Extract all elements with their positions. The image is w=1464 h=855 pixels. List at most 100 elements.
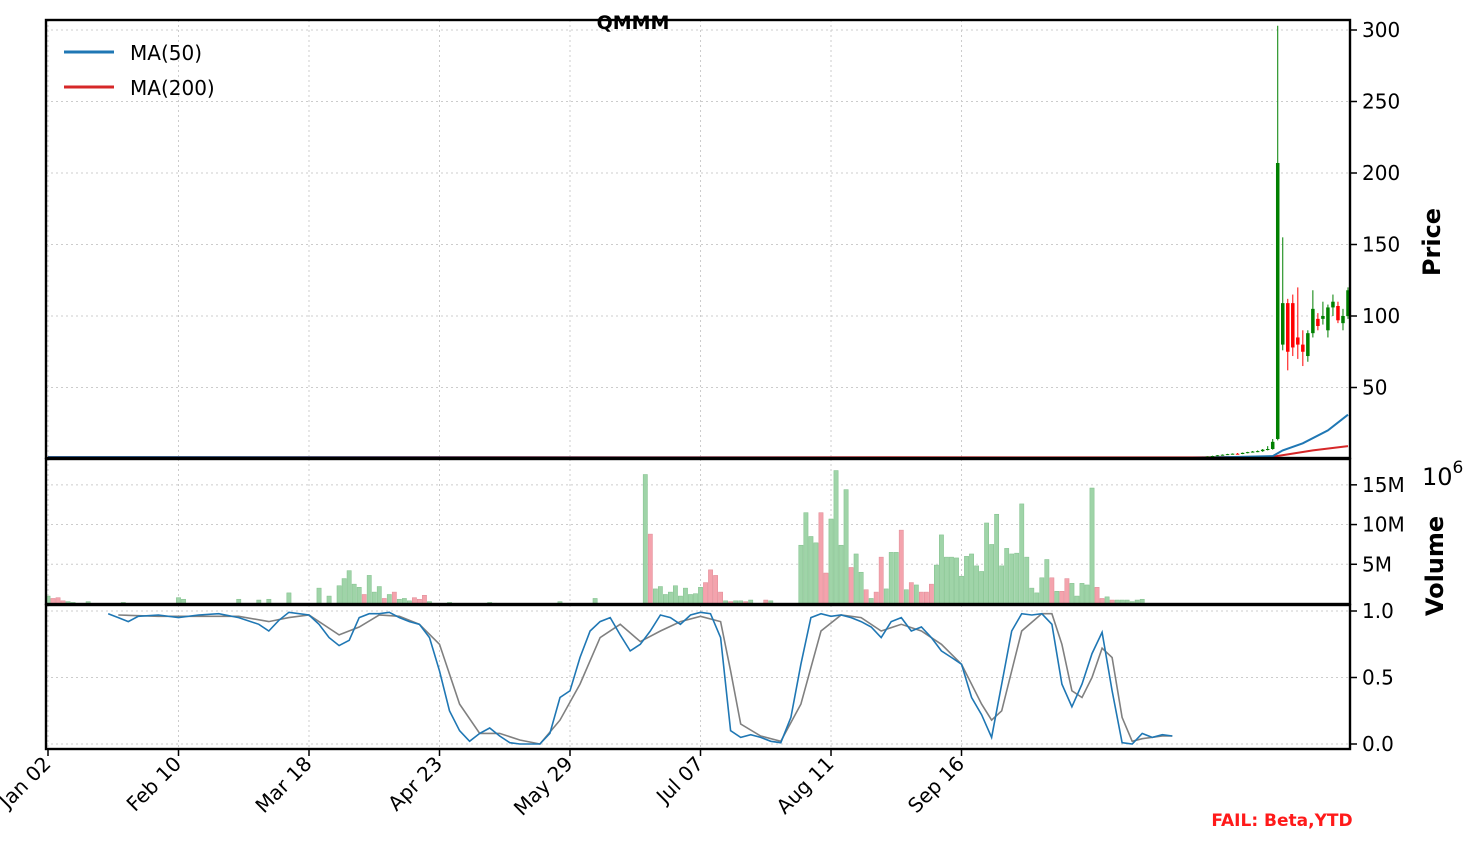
volume-bar bbox=[858, 571, 864, 605]
volume-bar bbox=[346, 570, 352, 605]
volume-axis-label: Volume bbox=[1421, 516, 1449, 616]
candle-body bbox=[1245, 452, 1250, 454]
legend: MA(50) MA(200) bbox=[64, 41, 215, 100]
x-tick-label: Jul 07 bbox=[650, 752, 708, 810]
candle-body bbox=[1336, 305, 1340, 321]
candle-body bbox=[1220, 454, 1225, 456]
candle-body bbox=[1250, 451, 1255, 453]
volume-bar bbox=[1034, 592, 1040, 605]
x-tick-label: Sep 16 bbox=[903, 752, 969, 818]
volume-bar bbox=[823, 572, 829, 605]
candle-body bbox=[1341, 316, 1345, 324]
candle-body bbox=[1240, 452, 1245, 454]
stoch-tick-label: 1.0 bbox=[1362, 599, 1394, 623]
volume-bar bbox=[934, 564, 939, 605]
price-marks bbox=[47, 25, 1350, 460]
candle-body bbox=[1286, 303, 1290, 352]
candle-body bbox=[1346, 290, 1350, 316]
volume-bar bbox=[688, 594, 693, 605]
volume-marks bbox=[45, 470, 1145, 605]
volume-bar bbox=[918, 591, 924, 605]
volume-bar bbox=[923, 591, 929, 605]
volume-bar bbox=[843, 489, 849, 605]
volume-bar bbox=[422, 595, 427, 605]
x-tick-label: Jan 02 bbox=[0, 752, 56, 815]
volume-bar bbox=[1039, 577, 1045, 605]
volume-bar bbox=[662, 594, 668, 605]
volume-bar bbox=[944, 556, 949, 605]
volume-bar bbox=[673, 585, 678, 605]
volume-bar bbox=[984, 522, 989, 605]
volume-bar bbox=[929, 583, 934, 605]
volume-bar bbox=[1079, 583, 1085, 605]
price-tick-label: 150 bbox=[1362, 233, 1400, 257]
stoch-tick-label: 0.0 bbox=[1362, 732, 1394, 756]
volume-bar bbox=[974, 565, 979, 605]
volume-bar bbox=[657, 586, 663, 605]
volume-bar bbox=[366, 575, 372, 605]
legend-ma50-label: MA(50) bbox=[130, 41, 202, 65]
volume-bar bbox=[818, 512, 824, 605]
candle-body bbox=[1210, 455, 1215, 457]
volume-bar bbox=[356, 587, 362, 605]
volume-bar bbox=[939, 534, 944, 605]
volume-bar bbox=[798, 544, 804, 605]
volume-bar bbox=[1084, 584, 1090, 605]
volume-bar bbox=[878, 556, 884, 605]
fail-note: FAIL: Beta,YTD bbox=[1211, 811, 1352, 831]
volume-bar bbox=[703, 582, 708, 605]
x-tick-label: Feb 10 bbox=[122, 752, 187, 817]
legend-ma200-label: MA(200) bbox=[130, 76, 215, 100]
panel-frame bbox=[44, 18, 1352, 460]
volume-bar bbox=[833, 470, 839, 605]
volume-bar bbox=[888, 552, 894, 605]
volume-scale-label: 106 bbox=[1422, 458, 1463, 491]
volume-bar bbox=[959, 575, 964, 605]
price-tick-label: 250 bbox=[1362, 90, 1400, 114]
candle-body bbox=[1255, 451, 1260, 453]
volume-bar bbox=[708, 569, 713, 605]
volume-bar bbox=[964, 556, 969, 605]
chart-title: QMMM bbox=[597, 12, 670, 34]
volume-bar bbox=[999, 565, 1005, 605]
volume-bar bbox=[361, 594, 367, 605]
volume-bar bbox=[341, 578, 347, 605]
volume-bar bbox=[713, 575, 718, 605]
candle-body bbox=[1280, 303, 1285, 345]
price-tick-label: 200 bbox=[1362, 161, 1400, 185]
volume-tick-label: 15M bbox=[1362, 473, 1405, 497]
x-tick-label: Aug 11 bbox=[771, 752, 838, 819]
volume-bar bbox=[647, 533, 653, 605]
volume-bar bbox=[1019, 503, 1025, 605]
volume-bar bbox=[1044, 559, 1050, 605]
volume-bar bbox=[954, 557, 959, 605]
volume-bar bbox=[1009, 553, 1015, 605]
volume-bar bbox=[1069, 583, 1075, 605]
panel-frame bbox=[44, 457, 1352, 606]
candle-body bbox=[1215, 455, 1220, 457]
volume-bar bbox=[642, 474, 648, 605]
volume-bar bbox=[1049, 577, 1055, 605]
candle-body bbox=[1331, 301, 1335, 308]
stoch-d-line bbox=[118, 612, 1173, 745]
volume-bar bbox=[803, 512, 809, 605]
volume-bar bbox=[718, 591, 723, 605]
candle-body bbox=[1311, 308, 1315, 334]
volume-bar bbox=[336, 585, 342, 605]
price-axis-label: Price bbox=[1418, 208, 1446, 276]
candle-body bbox=[1321, 316, 1325, 319]
volume-bar bbox=[386, 594, 392, 605]
volume-bar bbox=[853, 553, 859, 605]
volume-bar bbox=[698, 587, 703, 605]
ma50-line bbox=[47, 413, 1349, 460]
tick-labels: 50 100 150 200 250 300 5M 10M 15M 0.0 0.5 1.0 Jan 02… bbox=[0, 18, 1405, 820]
price-tick-label: 300 bbox=[1362, 18, 1400, 42]
candle-body bbox=[1260, 449, 1265, 452]
panel-frames bbox=[44, 18, 1352, 751]
volume-bar bbox=[1024, 556, 1030, 605]
volume-bar bbox=[351, 583, 357, 605]
candle-body bbox=[1275, 162, 1280, 439]
volume-bar bbox=[883, 588, 889, 605]
volume-bar bbox=[808, 536, 814, 605]
